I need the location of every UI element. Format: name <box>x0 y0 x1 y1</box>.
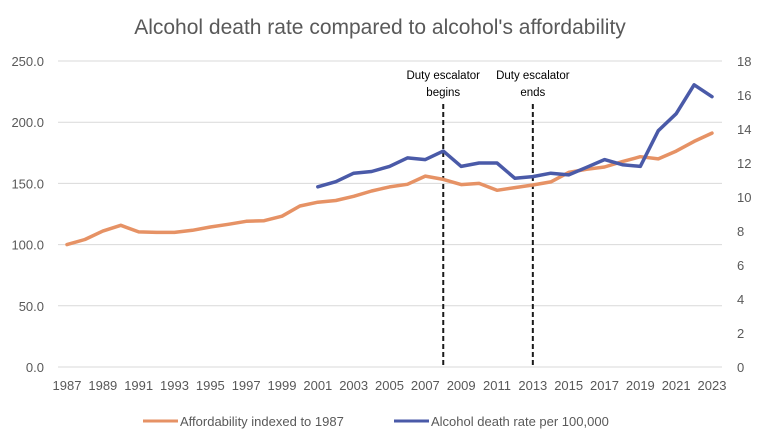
right-axis-ticks: 0 2 4 6 8 10 12 14 16 18 <box>737 54 751 375</box>
x-tick-label: 2009 <box>447 378 476 393</box>
x-tick-label: 2003 <box>339 378 368 393</box>
right-tick-label: 14 <box>737 122 751 137</box>
x-tick-label: 1995 <box>196 378 225 393</box>
x-tick-label: 2001 <box>303 378 332 393</box>
x-tick-label: 1991 <box>124 378 153 393</box>
x-tick-label: 1987 <box>53 378 82 393</box>
x-tick-label: 2007 <box>411 378 440 393</box>
series <box>65 83 714 247</box>
annotations: Duty escalator begins Duty escalator ends <box>406 70 570 367</box>
annotation-label: ends <box>520 87 545 99</box>
x-tick-label: 1989 <box>88 378 117 393</box>
x-tick-label: 2015 <box>554 378 583 393</box>
x-tick-label: 2011 <box>483 378 511 393</box>
right-tick-label: 18 <box>737 54 751 69</box>
left-tick-label: 250.0 <box>11 54 44 69</box>
right-tick-label: 12 <box>737 156 751 171</box>
x-tick-label: 2017 <box>590 378 619 393</box>
chart-title: Alcohol death rate compared to alcohol's… <box>134 16 626 39</box>
left-tick-label: 0.0 <box>26 360 44 375</box>
annotation-label: begins <box>426 87 460 99</box>
right-tick-label: 6 <box>737 258 744 273</box>
left-tick-label: 200.0 <box>11 115 44 130</box>
x-tick-label: 1999 <box>268 378 297 393</box>
left-tick-label: 150.0 <box>11 176 44 191</box>
left-tick-label: 100.0 <box>11 238 44 253</box>
right-tick-label: 16 <box>737 88 751 103</box>
right-tick-label: 8 <box>737 224 744 239</box>
x-tick-label: 2019 <box>626 378 655 393</box>
left-tick-label: 50.0 <box>19 299 44 314</box>
x-tick-label: 2013 <box>518 378 547 393</box>
annotation-label: Duty escalator <box>406 70 480 82</box>
legend-label-death-rate: Alcohol death rate per 100,000 <box>431 414 609 429</box>
x-axis-ticks: 1987 1989 1991 1993 1995 1997 1999 2001 2003 2005… <box>53 378 727 393</box>
x-tick-label: 2021 <box>662 378 691 393</box>
x-tick-label: 1993 <box>160 378 189 393</box>
right-tick-label: 2 <box>737 326 744 341</box>
gridlines <box>58 60 722 368</box>
right-tick-label: 4 <box>737 292 744 307</box>
x-tick-label: 2005 <box>375 378 404 393</box>
series-line-1 <box>316 83 714 189</box>
left-axis-ticks: 0.0 50.0 100.0 150.0 200.0 250.0 <box>11 54 44 375</box>
x-tick-label: 1997 <box>232 378 261 393</box>
legend-label-affordability: Affordability indexed to 1987 <box>180 414 344 429</box>
right-tick-label: 0 <box>737 360 744 375</box>
series-line-0 <box>65 131 714 247</box>
legend: Affordability indexed to 1987 Alcohol de… <box>143 414 609 429</box>
x-tick-label: 2023 <box>698 378 727 393</box>
annotation-label: Duty escalator <box>496 70 570 82</box>
right-tick-label: 10 <box>737 190 751 205</box>
